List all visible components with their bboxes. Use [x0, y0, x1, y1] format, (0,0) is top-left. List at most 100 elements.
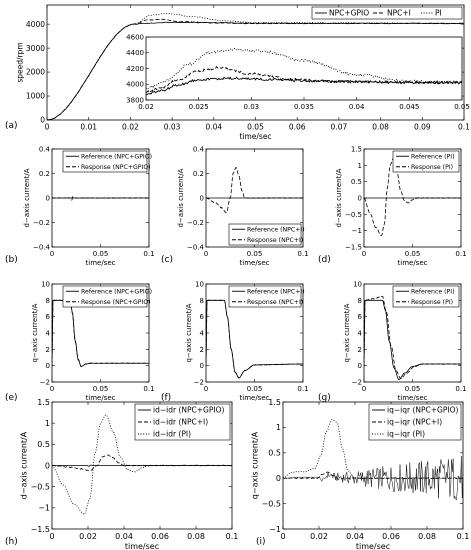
y-tick-label-h-5: 1 — [45, 419, 50, 428]
y-tick-label-g-4: 6 — [358, 313, 363, 321]
y-axis-label-b: d−axis current/A — [23, 168, 31, 227]
y-tick-label-i-2: 0 — [276, 474, 281, 483]
legend-i: iq−iqr (NPC+GPIO) iq−iqr (NPC+I) iq−iqr (P… — [368, 403, 462, 441]
x-tick-label-i-1: 0.02 — [310, 532, 328, 541]
legend-label-h-2: id−idr (PI) — [153, 430, 191, 439]
panel-label-f: (f) — [161, 393, 171, 403]
legend-label-g-0: Reference (PI) — [411, 288, 455, 295]
y-tick-label-f-4: 6 — [200, 313, 205, 321]
panel-label-a: (a) — [5, 121, 18, 131]
x-tick-label-g-2: 0.1 — [455, 385, 466, 393]
panel-label-h: (h) — [5, 537, 18, 547]
x-tick-label-b-0: 0 — [50, 250, 54, 258]
y-tick-label-d-4: 0.5 — [351, 178, 362, 186]
legend-g: Reference (PI) Response (PI) — [392, 285, 460, 308]
x-tick-label-a-3: 0.03 — [164, 123, 181, 132]
y-tick-label-h-6: 1.5 — [37, 398, 50, 407]
series-line-g-1 — [364, 295, 461, 380]
panel-label-e: (e) — [5, 393, 18, 403]
legend-box-c — [228, 223, 302, 246]
legend-box-b — [62, 150, 148, 173]
legend-label-b-0: Reference (NPC+GPIO) — [81, 153, 152, 160]
y-tick-label-c-0: −0.4 — [187, 243, 205, 251]
legend-label-c-1: Response (NPC+I) — [247, 237, 303, 244]
y-tick-label-h-3: 0 — [45, 461, 50, 470]
inset-series-line-2 — [146, 48, 462, 90]
plot-frame-e — [51, 283, 150, 383]
y-tick-label-f-2: 2 — [200, 346, 204, 354]
legend-label-e-0: Reference (NPC+GPIO) — [81, 288, 152, 295]
x-tick-label-e-1: 0.05 — [93, 385, 109, 393]
y-tick-label-c-1: −0.2 — [187, 219, 204, 227]
y-tick-label-e-6: 10 — [41, 280, 50, 288]
y-tick-label-i-4: 1 — [276, 423, 281, 432]
inset-frame-a — [145, 36, 463, 101]
y-tick-label-h-2: −0.5 — [31, 482, 50, 491]
inset-x-tick-label-0: 0.02 — [138, 103, 154, 111]
legend-label-a-1: NPC+I — [387, 9, 411, 18]
inset-x-tick-label-5: 0.045 — [399, 103, 419, 111]
panel-label-d: (d) — [318, 255, 331, 265]
panel-label-c: (c) — [161, 255, 173, 265]
legend-h: id−idr (NPC+GPIO) id−idr (NPC+I) id−idr (P… — [134, 403, 231, 441]
series-line-i-2 — [283, 418, 463, 480]
y-tick-label-b-0: −0.4 — [33, 243, 51, 251]
x-tick-label-f-2: 0.1 — [297, 385, 308, 393]
legend-box-a — [311, 6, 463, 20]
legend-label-g-1: Response (PI) — [411, 299, 453, 306]
y-axis-label-e: q−axis current/A — [31, 303, 39, 362]
inset-x-tick-label-3: 0.035 — [294, 103, 314, 111]
x-axis-label-c: time/sec — [240, 259, 270, 267]
y-tick-label-e-1: 0 — [46, 362, 50, 370]
plot-frame-i — [282, 401, 464, 530]
x-axis-label-f: time/sec — [240, 394, 270, 402]
y-tick-label-h-1: −1 — [38, 504, 50, 513]
x-tick-label-d-2: 0.1 — [455, 250, 466, 258]
plot-frame-h — [51, 401, 233, 530]
y-tick-label-d-2: −0.5 — [345, 211, 362, 219]
x-tick-label-a-6: 0.06 — [289, 123, 306, 132]
legend-label-c-0: Reference (NPC+I) — [247, 226, 305, 233]
legend-label-i-1: iq−iqr (NPC+I) — [387, 418, 442, 427]
y-tick-label-d-5: 1 — [358, 162, 362, 170]
x-tick-label-e-0: 0 — [50, 385, 54, 393]
y-tick-label-f-1: 0 — [200, 362, 204, 370]
x-tick-label-h-5: 0.1 — [226, 532, 239, 541]
x-tick-label-i-5: 0.1 — [457, 532, 470, 541]
y-axis-label-f: q−axis current/A — [185, 303, 193, 362]
y-tick-label-b-4: 0.4 — [39, 145, 51, 153]
y-tick-label-e-5: 8 — [46, 297, 50, 305]
plot-frame-c — [205, 148, 304, 248]
inset-a: 0.02 0.025 0.03 0.035 0.04 0.045 0.05 3800 4000 4… — [126, 33, 470, 111]
legend-f: Reference (NPC+I) Response (NPC+I) — [228, 285, 305, 308]
series-line-d-1 — [364, 157, 461, 236]
legend-label-i-0: iq−iqr (NPC+GPIO) — [387, 406, 458, 415]
x-tick-label-a-0: 0 — [45, 123, 50, 132]
x-axis-label-e: time/sec — [86, 394, 116, 402]
inset-y-tick-label-0: 3800 — [126, 96, 144, 104]
y-tick-label-c-4: 0.4 — [193, 145, 205, 153]
y-tick-label-i-5: 1.5 — [268, 398, 281, 407]
legend-label-f-0: Reference (NPC+I) — [247, 288, 305, 295]
x-tick-label-f-1: 0.05 — [247, 385, 263, 393]
x-tick-label-g-0: 0 — [362, 385, 366, 393]
series-line-h-2 — [52, 414, 232, 515]
y-axis-label-c: d−axis current/A — [177, 168, 185, 227]
legend-d: Reference (PI) Response (PI) — [392, 150, 460, 173]
series-line-c-1 — [206, 167, 303, 214]
x-tick-label-i-2: 0.04 — [346, 532, 364, 541]
inset-y-tick-label-2: 4200 — [126, 65, 144, 73]
y-tick-label-c-3: 0.2 — [193, 170, 204, 178]
legend-label-h-1: id−idr (NPC+I) — [153, 418, 208, 427]
x-tick-label-b-1: 0.05 — [93, 250, 109, 258]
x-tick-label-a-10: 0.1 — [458, 123, 470, 132]
y-tick-label-h-0: −1.5 — [31, 525, 50, 534]
y-tick-label-g-2: 2 — [358, 346, 362, 354]
inset-x-tick-label-1: 0.025 — [189, 103, 209, 111]
y-tick-label-g-0: −2 — [352, 378, 362, 386]
x-tick-label-d-1: 0.05 — [405, 250, 421, 258]
inset-x-tick-label-6: 0.05 — [454, 103, 470, 111]
y-axis-label-d: d−axis current/A — [335, 168, 343, 227]
